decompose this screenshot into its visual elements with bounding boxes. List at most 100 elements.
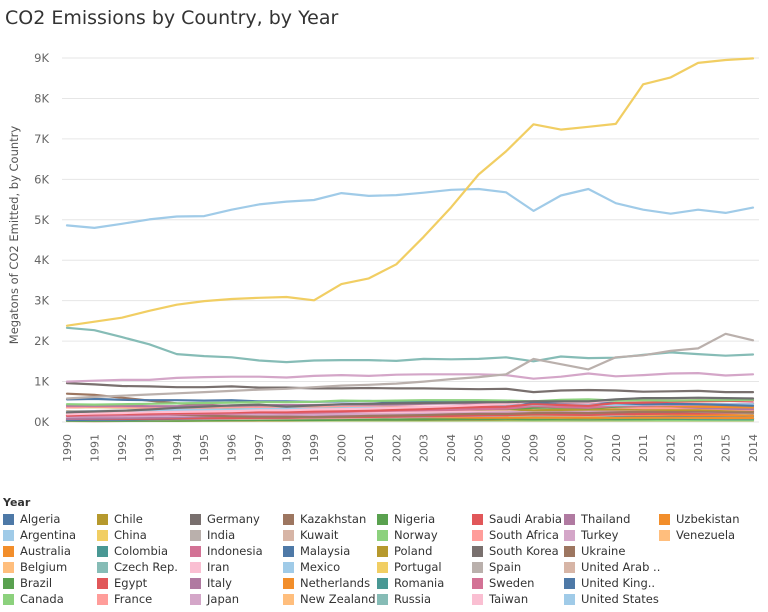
legend-item[interactable]: Belgium — [3, 559, 67, 575]
legend-item[interactable]: Ukraine — [564, 543, 625, 559]
legend-label: Japan — [207, 592, 240, 606]
legend-item[interactable]: Mexico — [283, 559, 340, 575]
legend-label: United King.. — [581, 576, 656, 590]
legend-item[interactable]: Venezuela — [659, 527, 735, 543]
legend-item[interactable]: Algeria — [3, 511, 60, 527]
x-tick-label: 1991 — [88, 434, 101, 462]
legend-label: Poland — [394, 544, 433, 558]
x-tick-label: 1992 — [116, 434, 129, 462]
legend-item[interactable]: Romania — [377, 575, 444, 591]
series-line-united-states[interactable] — [65, 187, 755, 229]
legend-item[interactable]: Poland — [377, 543, 432, 559]
y-tick-label: 8K — [34, 91, 49, 105]
legend-label: India — [207, 528, 236, 542]
y-axis-ticks: 0K 1K 2K 3K 4K 5K 6K 7K 8K 9K — [34, 51, 49, 429]
legend-swatch — [190, 577, 201, 589]
legend-label: South Africa — [489, 528, 559, 542]
legend-item[interactable]: Turkey — [564, 527, 618, 543]
legend-label: Venezuela — [676, 528, 736, 542]
legend-item[interactable]: Thailand — [564, 511, 630, 527]
legend-item[interactable]: France — [97, 591, 152, 607]
series-line-south-korea[interactable] — [65, 396, 755, 414]
legend-label: France — [114, 592, 153, 606]
series-line-germany[interactable] — [65, 382, 755, 394]
legend-label: Norway — [394, 528, 438, 542]
legend-item[interactable]: Saudi Arabia — [472, 511, 562, 527]
x-tick-label: 1995 — [198, 434, 211, 462]
series-line-india[interactable] — [65, 332, 755, 400]
series-line-united-king[interactable] — [65, 397, 755, 407]
legend-item[interactable]: Argentina — [3, 527, 76, 543]
legend-item[interactable]: Japan — [190, 591, 239, 607]
legend-item[interactable]: Italy — [190, 575, 232, 591]
legend-item[interactable]: Chile — [97, 511, 143, 527]
legend-swatch — [377, 529, 388, 541]
x-tick-label: 2009 — [527, 434, 540, 462]
legend-swatch — [97, 545, 108, 557]
legend-item[interactable]: Indonesia — [190, 543, 263, 559]
legend-item[interactable]: Egypt — [97, 575, 147, 591]
legend-label: Australia — [20, 544, 71, 558]
legend-item[interactable]: Norway — [377, 527, 438, 543]
x-tick-label: 1998 — [281, 434, 294, 462]
legend-swatch — [190, 593, 201, 605]
series-line-egypt[interactable] — [65, 411, 755, 420]
series-line-canada[interactable] — [65, 398, 755, 406]
legend-swatch — [97, 561, 108, 573]
legend-item[interactable]: Canada — [3, 591, 64, 607]
legend-item[interactable]: United Arab .. — [564, 559, 660, 575]
x-tick-label: 2010 — [610, 434, 623, 462]
legend-label: South Korea — [489, 544, 559, 558]
legend-item[interactable]: Portugal — [377, 559, 442, 575]
legend-item[interactable]: Germany — [190, 511, 260, 527]
legend-item[interactable]: Malaysia — [283, 543, 350, 559]
legend-item[interactable]: Kazakhstan — [283, 511, 366, 527]
series-line-japan[interactable] — [65, 372, 755, 383]
legend-label: Kazakhstan — [300, 512, 367, 526]
legend-label: Czech Rep. — [114, 560, 178, 574]
x-tick-label: 1990 — [61, 434, 74, 462]
legend-item[interactable]: Iran — [190, 559, 229, 575]
y-tick-label: 3K — [34, 294, 49, 308]
x-tick-label: 1993 — [143, 434, 156, 462]
y-tick-label: 5K — [34, 213, 49, 227]
legend-item[interactable]: Nigeria — [377, 511, 435, 527]
legend-item[interactable]: New Zealand — [283, 591, 376, 607]
legend-swatch — [283, 529, 294, 541]
legend-item[interactable]: South Korea — [472, 543, 559, 559]
series-line-russia[interactable] — [65, 326, 755, 364]
legend-swatch — [190, 561, 201, 573]
legend-label: Saudi Arabia — [489, 512, 562, 526]
legend-item[interactable]: Spain — [472, 559, 521, 575]
legend-item[interactable]: Australia — [3, 543, 71, 559]
legend-item[interactable]: Colombia — [97, 543, 168, 559]
legend-item[interactable]: South Africa — [472, 527, 559, 543]
legend-swatch — [97, 593, 108, 605]
legend-item[interactable]: Czech Rep. — [97, 559, 178, 575]
series-line-china[interactable] — [65, 57, 755, 327]
legend-swatch — [472, 529, 483, 541]
legend-label: Sweden — [489, 576, 535, 590]
legend-item[interactable]: India — [190, 527, 235, 543]
x-tick-label: 2015 — [720, 434, 733, 462]
legend-item[interactable]: Sweden — [472, 575, 534, 591]
legend-label: Turkey — [581, 528, 619, 542]
series-lines — [65, 57, 755, 423]
legend-swatch — [377, 593, 388, 605]
legend-item[interactable]: China — [97, 527, 147, 543]
legend-item[interactable]: Netherlands — [283, 575, 370, 591]
legend-item[interactable]: Uzbekistan — [659, 511, 740, 527]
legend-item[interactable]: Kuwait — [283, 527, 338, 543]
series-line-saudi-arabia[interactable] — [65, 399, 755, 417]
legend-item[interactable]: Russia — [377, 591, 431, 607]
legend-item[interactable]: Brazil — [3, 575, 52, 591]
x-tick-label: 2008 — [555, 434, 568, 462]
legend-item[interactable]: United King.. — [564, 575, 655, 591]
legend-label: Malaysia — [300, 544, 351, 558]
legend-label: Belgium — [20, 560, 68, 574]
legend-item[interactable]: Taiwan — [472, 591, 528, 607]
legend-item[interactable]: United States — [564, 591, 659, 607]
y-tick-label: 6K — [34, 172, 49, 186]
legend-swatch — [472, 593, 483, 605]
legend-swatch — [3, 545, 14, 557]
